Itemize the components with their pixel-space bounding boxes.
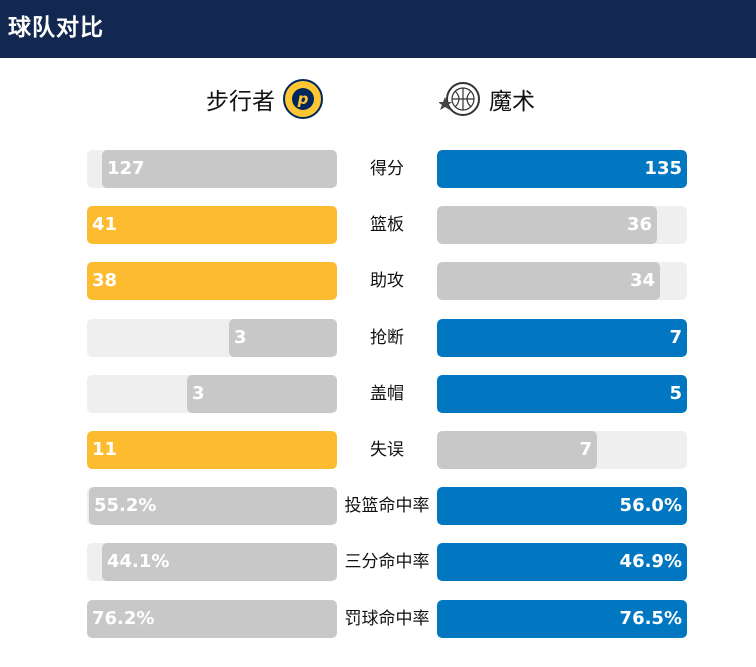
away-value-label: 56.0%	[619, 495, 682, 517]
home-bar	[89, 487, 337, 526]
home-bar	[102, 543, 337, 582]
home-bar-track: 76.2%	[87, 599, 337, 638]
home-bar	[102, 150, 337, 188]
home-value-label: 38	[92, 270, 118, 292]
away-bar	[437, 431, 597, 469]
home-value-label: 55.2%	[94, 495, 157, 517]
home-value-label: 3	[192, 382, 205, 404]
stat-category-label: 篮板	[370, 215, 404, 236]
stat-category-label: 盖帽	[370, 383, 404, 404]
stat-row: 41 篮板 36	[0, 206, 756, 245]
stat-category-label: 罚球命中率	[344, 608, 430, 629]
away-bar-track: 7	[437, 318, 687, 357]
stat-category-label: 得分	[370, 159, 404, 179]
magic-logo-icon	[438, 77, 483, 121]
away-bar-track: 46.9%	[437, 543, 687, 582]
home-team: 步行者 p	[206, 78, 323, 120]
stat-row: 76.2% 罚球命中率 76.5%	[0, 599, 756, 638]
stat-category-label: 助攻	[370, 271, 404, 292]
page-title: 球队对比	[8, 15, 104, 41]
away-bar	[437, 374, 687, 413]
away-bar-track: 5	[437, 374, 687, 413]
away-value-label: 36	[626, 214, 652, 236]
away-bar-track: 34	[437, 262, 687, 301]
away-value-label: 135	[644, 158, 682, 179]
home-bar-track: 44.1%	[87, 543, 337, 582]
away-bar-track: 76.5%	[437, 599, 687, 638]
away-bar	[437, 487, 687, 526]
home-bar-track: 55.2%	[87, 487, 337, 526]
home-bar-track: 3	[87, 374, 337, 413]
home-bar-track: 127	[87, 150, 337, 188]
home-value-label: 44.1%	[107, 551, 170, 573]
home-bar-track: 41	[87, 206, 337, 245]
stat-row: 11 失误 7	[0, 431, 756, 469]
home-value-label: 3	[234, 326, 247, 348]
home-bar	[187, 374, 337, 413]
away-bar-track: 7	[437, 431, 687, 469]
home-bar-track: 3	[87, 318, 337, 357]
home-value-label: 127	[107, 158, 145, 179]
stat-row: 55.2% 投篮命中率 56.0%	[0, 487, 756, 526]
away-bar	[437, 150, 687, 188]
home-team-name: 步行者	[206, 89, 275, 115]
home-bar	[87, 599, 337, 638]
away-value-label: 5	[669, 382, 682, 404]
stat-row: 3 盖帽 5	[0, 374, 756, 413]
home-value-label: 41	[92, 214, 118, 236]
away-value-label: 46.9%	[619, 551, 682, 573]
away-bar-track: 36	[437, 206, 687, 245]
away-bar	[437, 318, 687, 357]
stat-row: 38 助攻 34	[0, 262, 756, 301]
away-bar-track: 135	[437, 150, 687, 188]
away-value-label: 34	[629, 270, 655, 292]
away-bar	[437, 543, 687, 582]
stat-category-label: 三分命中率	[344, 552, 430, 573]
home-bar	[229, 318, 337, 357]
stat-row: 44.1% 三分命中率 46.9%	[0, 543, 756, 582]
home-bar-track: 38	[87, 262, 337, 301]
away-team: 魔术	[438, 77, 535, 121]
away-value-label: 7	[579, 439, 592, 460]
stat-category-label: 投篮命中率	[344, 496, 430, 517]
away-value-label: 76.5%	[619, 607, 682, 629]
stat-category-label: 抢断	[370, 327, 404, 348]
away-bar-track: 56.0%	[437, 487, 687, 526]
header-bar: 球队对比	[0, 0, 756, 58]
stat-row: 3 抢断 7	[0, 318, 756, 357]
stat-row: 127 得分 135	[0, 150, 756, 188]
home-bar	[87, 262, 337, 301]
home-bar	[87, 206, 337, 245]
away-bar	[437, 262, 660, 301]
away-bar	[437, 599, 687, 638]
away-value-label: 7	[669, 326, 682, 348]
away-bar	[437, 206, 657, 245]
home-value-label: 76.2%	[92, 607, 155, 629]
home-bar	[87, 431, 337, 469]
home-value-label: 11	[92, 439, 118, 460]
away-team-name: 魔术	[489, 89, 535, 115]
pacers-logo-icon: p	[283, 79, 323, 119]
stat-category-label: 失误	[370, 440, 404, 460]
home-bar-track: 11	[87, 431, 337, 469]
